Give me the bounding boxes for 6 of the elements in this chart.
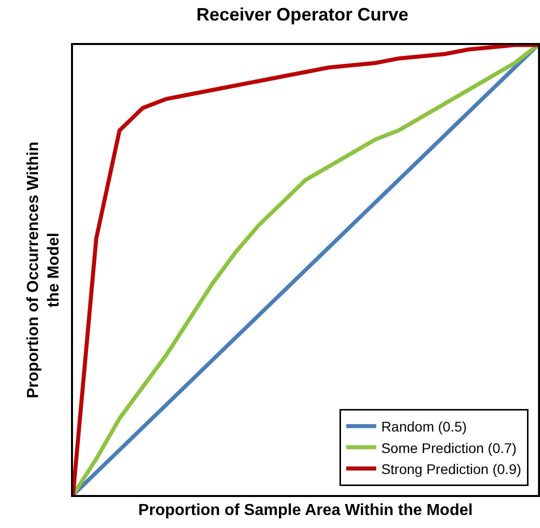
legend-label: Strong Prediction (0.9) — [381, 460, 522, 477]
y-axis-title: Proportion of Occurrences Within the Model — [24, 142, 63, 398]
chart-title: Receiver Operator Curve — [196, 4, 408, 25]
legend-label: Random (0.5) — [381, 418, 467, 435]
x-axis-title: Proportion of Sample Area Within the Model — [138, 502, 473, 519]
legend-label: Some Prediction (0.7) — [381, 440, 517, 456]
